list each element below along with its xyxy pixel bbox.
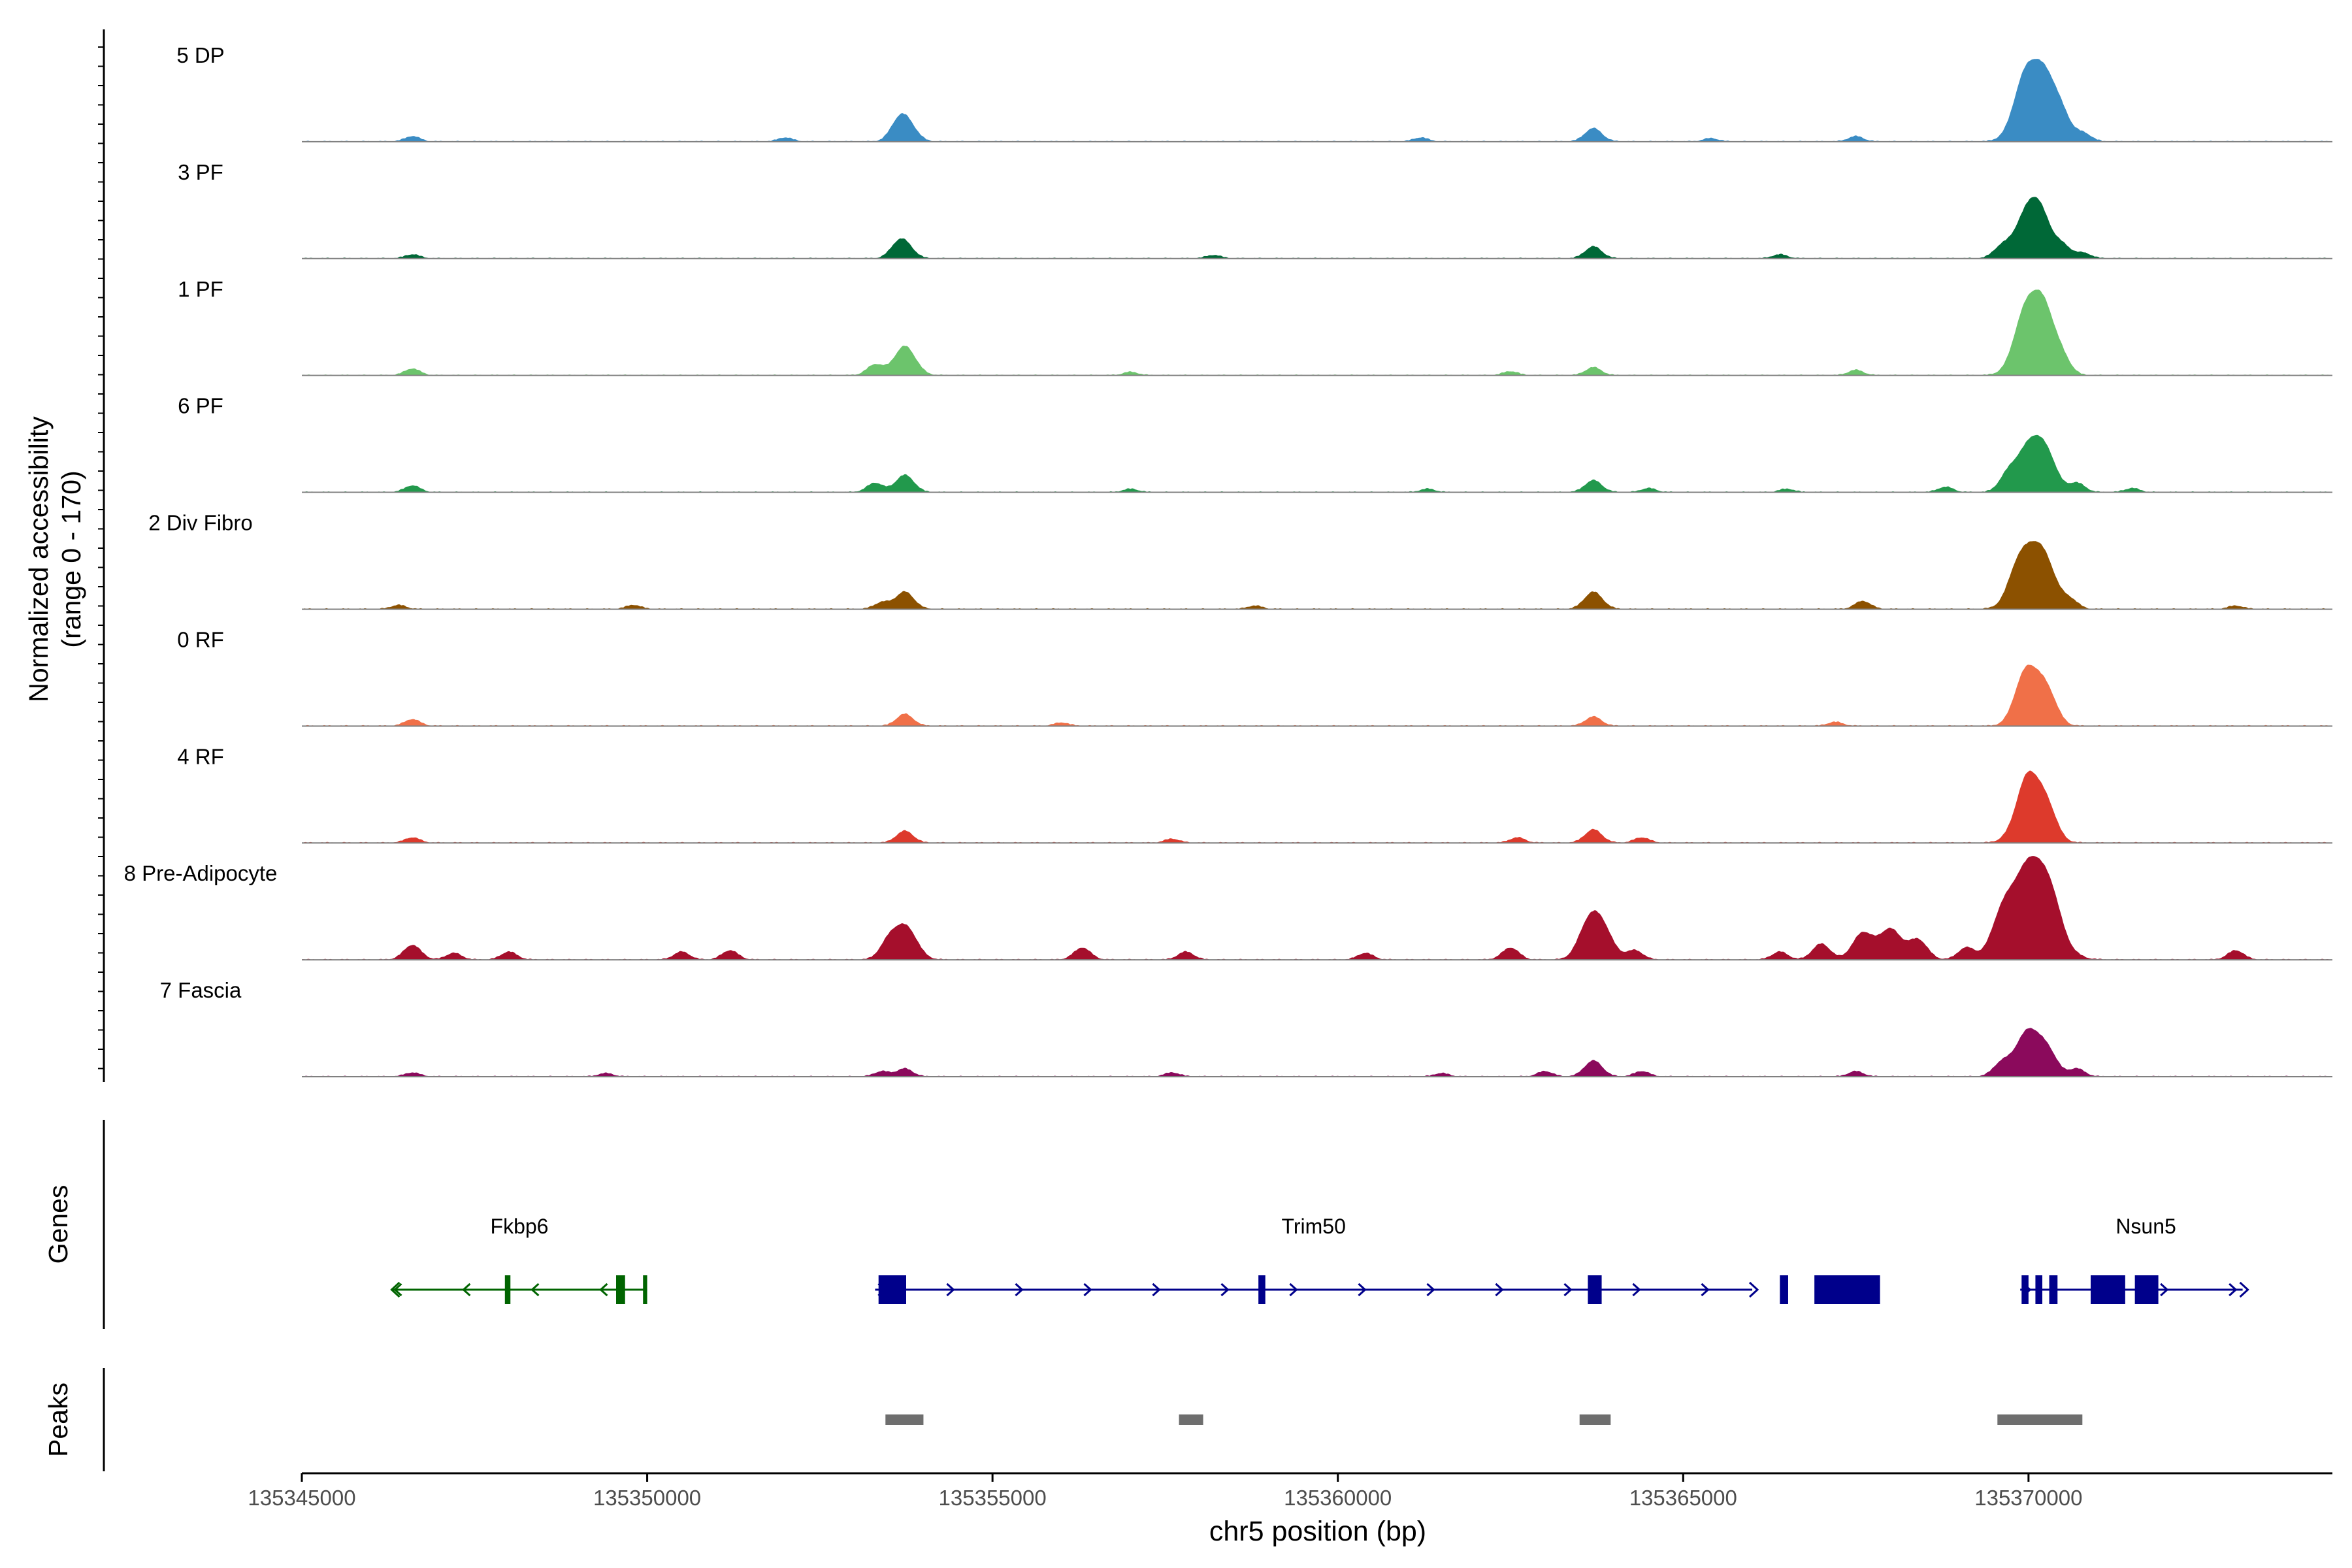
strand-arrow xyxy=(462,1282,471,1297)
y-axis-label-line2: (range 0 - 170) xyxy=(56,470,86,647)
peak-region-2 xyxy=(1579,1414,1611,1425)
exon xyxy=(2049,1275,2058,1304)
track-5: 0 RF xyxy=(177,627,2332,727)
coverage-area-6 xyxy=(302,770,2332,843)
gene-trim50: Trim50 xyxy=(875,1215,1880,1304)
strand-arrow xyxy=(1632,1282,1641,1297)
coverage-area-5 xyxy=(302,664,2332,727)
strand-arrow xyxy=(2229,1282,2238,1297)
strand-arrow xyxy=(393,1282,402,1297)
x-tick-label-1: 135350000 xyxy=(593,1486,701,1510)
track-label-6: 4 RF xyxy=(177,744,224,768)
strand-end-arrow xyxy=(2239,1281,2249,1298)
peak-region-3 xyxy=(1997,1414,2083,1425)
exon xyxy=(616,1275,625,1304)
gene-fkbp6: Fkbp6 xyxy=(390,1215,647,1304)
track-0: 5 DP xyxy=(176,43,2332,142)
strand-arrow xyxy=(1289,1282,1298,1297)
coverage-area-7 xyxy=(302,856,2332,960)
track-label-8: 7 Fascia xyxy=(160,978,242,1002)
track-label-1: 3 PF xyxy=(178,160,223,184)
gene-annotation-panel: Genes Fkbp6 Trim50 Nsun5 xyxy=(43,1120,2249,1329)
track-6: 4 RF xyxy=(177,744,2332,844)
gene-label-nsun5: Nsun5 xyxy=(2115,1215,2176,1238)
peak-region-1 xyxy=(1179,1414,1203,1425)
x-tick-label-2: 135355000 xyxy=(939,1486,1047,1510)
coverage-area-4 xyxy=(302,541,2332,610)
coverage-tracks: 5 DP 3 PF 1 PF 6 PF 2 Div Fibro 0 RF 4 RF 8 Pre… xyxy=(124,43,2332,1077)
track-8: 7 Fascia xyxy=(160,978,2332,1077)
coverage-area-3 xyxy=(302,434,2332,493)
track-label-0: 5 DP xyxy=(176,43,224,67)
strand-arrow xyxy=(1563,1282,1573,1297)
peak-region-0 xyxy=(885,1414,924,1425)
strand-arrow xyxy=(1358,1282,1367,1297)
strand-arrow xyxy=(1015,1282,1024,1297)
track-3: 6 PF xyxy=(178,394,2332,493)
exon xyxy=(1588,1275,1602,1304)
track-2: 1 PF xyxy=(178,277,2332,376)
exon xyxy=(2091,1275,2125,1304)
peaks-panel-label: Peaks xyxy=(43,1382,73,1457)
exon xyxy=(643,1275,647,1304)
x-tick-label-0: 135345000 xyxy=(248,1486,355,1510)
gene-label-fkbp6: Fkbp6 xyxy=(491,1215,549,1238)
exon xyxy=(2035,1275,2042,1304)
exon xyxy=(1814,1275,1880,1304)
strand-end-arrow xyxy=(1748,1281,1759,1298)
y-axis-label-line1: Normalized accessibility xyxy=(24,416,54,702)
gene-label-trim50: Trim50 xyxy=(1282,1215,1346,1238)
strand-arrow xyxy=(2160,1282,2169,1297)
coverage-area-2 xyxy=(302,289,2332,376)
exon xyxy=(1780,1275,1788,1304)
exon xyxy=(2021,1275,2029,1304)
exon xyxy=(504,1275,511,1304)
exon xyxy=(878,1275,906,1304)
track-label-2: 1 PF xyxy=(178,277,223,301)
track-label-4: 2 Div Fibro xyxy=(148,511,253,535)
track-1: 3 PF xyxy=(178,160,2332,259)
strand-end-arrow xyxy=(390,1281,400,1298)
strand-arrow xyxy=(1426,1282,1435,1297)
exon xyxy=(1258,1275,1266,1304)
coverage-area-1 xyxy=(302,197,2332,259)
track-label-7: 8 Pre-Adipocyte xyxy=(124,861,278,885)
x-axis-title: chr5 position (bp) xyxy=(1209,1516,1426,1547)
strand-arrow xyxy=(531,1282,540,1297)
track-4: 2 Div Fibro xyxy=(148,511,2332,610)
strand-arrow xyxy=(1152,1282,1161,1297)
track-label-3: 6 PF xyxy=(178,394,223,418)
track-label-5: 0 RF xyxy=(177,627,224,651)
coverage-area-8 xyxy=(302,1028,2332,1077)
strand-arrow xyxy=(1220,1282,1230,1297)
x-axis: chr5 position (bp) 135345000 135350000 135… xyxy=(248,1472,2332,1547)
gene-nsun5: Nsun5 xyxy=(2020,1215,2249,1304)
track-7: 8 Pre-Adipocyte xyxy=(124,856,2332,961)
genes-panel-label: Genes xyxy=(43,1185,73,1264)
peaks-panel: Peaks xyxy=(43,1368,2083,1471)
strand-arrow xyxy=(946,1282,955,1297)
y-axis-label: Normalized accessibility (range 0 - 170) xyxy=(24,416,86,702)
strand-arrow xyxy=(1083,1282,1092,1297)
y-axis xyxy=(98,29,105,1082)
x-tick-label-3: 135360000 xyxy=(1284,1486,1392,1510)
x-tick-label-4: 135365000 xyxy=(1629,1486,1737,1510)
x-tick-label-5: 135370000 xyxy=(1974,1486,2082,1510)
coverage-area-0 xyxy=(302,59,2332,142)
exon xyxy=(2134,1275,2159,1304)
strand-arrow xyxy=(1495,1282,1504,1297)
strand-arrow xyxy=(1701,1282,1710,1297)
strand-arrow xyxy=(599,1282,608,1297)
